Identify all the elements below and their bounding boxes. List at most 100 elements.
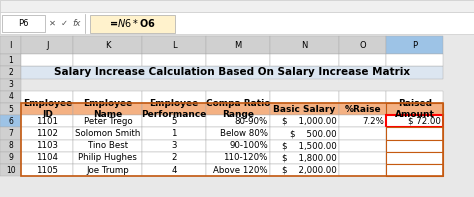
Text: Above 120%: Above 120%	[213, 166, 268, 175]
Bar	[73, 103, 142, 115]
Bar	[90, 15, 175, 33]
Text: 3: 3	[8, 80, 13, 89]
Bar	[270, 115, 339, 127]
Bar	[206, 54, 270, 66]
Text: Raised
Amount: Raised Amount	[395, 99, 435, 119]
Text: Compa Ratio
Range: Compa Ratio Range	[206, 99, 270, 119]
Text: 1103: 1103	[36, 141, 58, 150]
Bar	[0, 140, 21, 152]
Text: $    2,000.00: $ 2,000.00	[282, 166, 337, 175]
Text: =$N6*$O6: =$N6*$O6	[109, 17, 156, 29]
Text: 7.2%: 7.2%	[362, 117, 384, 126]
Bar	[142, 164, 206, 176]
Text: O: O	[359, 41, 366, 50]
Bar	[73, 127, 142, 140]
Text: 9: 9	[8, 153, 13, 163]
Text: 5: 5	[172, 117, 177, 126]
Bar	[339, 91, 386, 103]
Bar	[73, 54, 142, 66]
Text: 4: 4	[8, 92, 13, 101]
Bar	[386, 91, 443, 103]
Text: ✕: ✕	[49, 19, 55, 28]
Bar	[0, 66, 21, 79]
Text: L: L	[172, 41, 176, 50]
Text: 8: 8	[8, 141, 13, 150]
Bar	[21, 127, 73, 140]
Bar	[0, 103, 21, 115]
Text: K: K	[105, 41, 110, 50]
Text: 1105: 1105	[36, 166, 58, 175]
Text: Below 80%: Below 80%	[220, 129, 268, 138]
Bar	[270, 164, 339, 176]
Text: 4: 4	[172, 166, 177, 175]
Bar	[270, 140, 339, 152]
Bar	[142, 152, 206, 164]
Text: 3: 3	[172, 141, 177, 150]
Bar	[270, 91, 339, 103]
Bar	[339, 164, 386, 176]
Bar	[206, 152, 270, 164]
Bar	[73, 115, 142, 127]
Bar	[73, 152, 142, 164]
Bar	[73, 91, 142, 103]
Text: 6: 6	[8, 117, 13, 126]
Text: Peter Trego: Peter Trego	[83, 117, 132, 126]
Bar	[21, 103, 443, 176]
Bar	[21, 152, 73, 164]
Bar	[270, 36, 339, 54]
Text: P: P	[412, 41, 417, 50]
Text: 5: 5	[8, 105, 13, 114]
Text: Joe Trump: Joe Trump	[86, 166, 129, 175]
Bar	[73, 36, 142, 54]
Bar	[270, 127, 339, 140]
Bar	[21, 36, 73, 54]
Bar	[21, 103, 73, 115]
Bar	[73, 164, 142, 176]
Text: Tino Best: Tino Best	[88, 141, 128, 150]
Bar	[142, 54, 206, 66]
Bar	[206, 36, 270, 54]
Bar	[206, 140, 270, 152]
Bar	[270, 103, 339, 115]
Bar	[0, 79, 21, 91]
Bar	[21, 164, 73, 176]
Bar	[73, 140, 142, 152]
Bar	[21, 91, 73, 103]
Text: P6: P6	[18, 19, 29, 28]
Text: Employee
Name: Employee Name	[83, 99, 132, 119]
Text: %Raise: %Raise	[344, 105, 381, 114]
Bar	[0, 36, 21, 54]
Bar	[339, 103, 386, 115]
Bar	[206, 103, 270, 115]
Text: N: N	[301, 41, 308, 50]
Bar	[206, 115, 270, 127]
Bar	[0, 91, 21, 103]
Bar	[0, 12, 474, 34]
Text: 110-120%: 110-120%	[223, 153, 268, 163]
Bar	[206, 91, 270, 103]
Bar	[2, 15, 45, 32]
Bar	[386, 140, 443, 152]
Bar	[339, 115, 386, 127]
Text: ✓: ✓	[61, 19, 67, 28]
Text: 10: 10	[6, 166, 16, 175]
Bar	[386, 54, 443, 66]
Bar	[386, 36, 443, 54]
Text: I: I	[9, 41, 12, 50]
Text: 2: 2	[8, 68, 13, 77]
Bar	[142, 140, 206, 152]
Bar	[270, 152, 339, 164]
Text: $    500.00: $ 500.00	[290, 129, 337, 138]
Text: Basic Salary: Basic Salary	[273, 105, 336, 114]
Bar	[339, 54, 386, 66]
Text: 80-90%: 80-90%	[235, 117, 268, 126]
Bar	[206, 164, 270, 176]
Bar	[142, 91, 206, 103]
Text: 1: 1	[8, 56, 13, 65]
Text: M: M	[235, 41, 242, 50]
Text: $    1,500.00: $ 1,500.00	[282, 141, 337, 150]
Text: $ 72.00: $ 72.00	[408, 117, 441, 126]
Text: 7: 7	[8, 129, 13, 138]
Text: Employee
ID: Employee ID	[23, 99, 72, 119]
Bar	[339, 36, 386, 54]
